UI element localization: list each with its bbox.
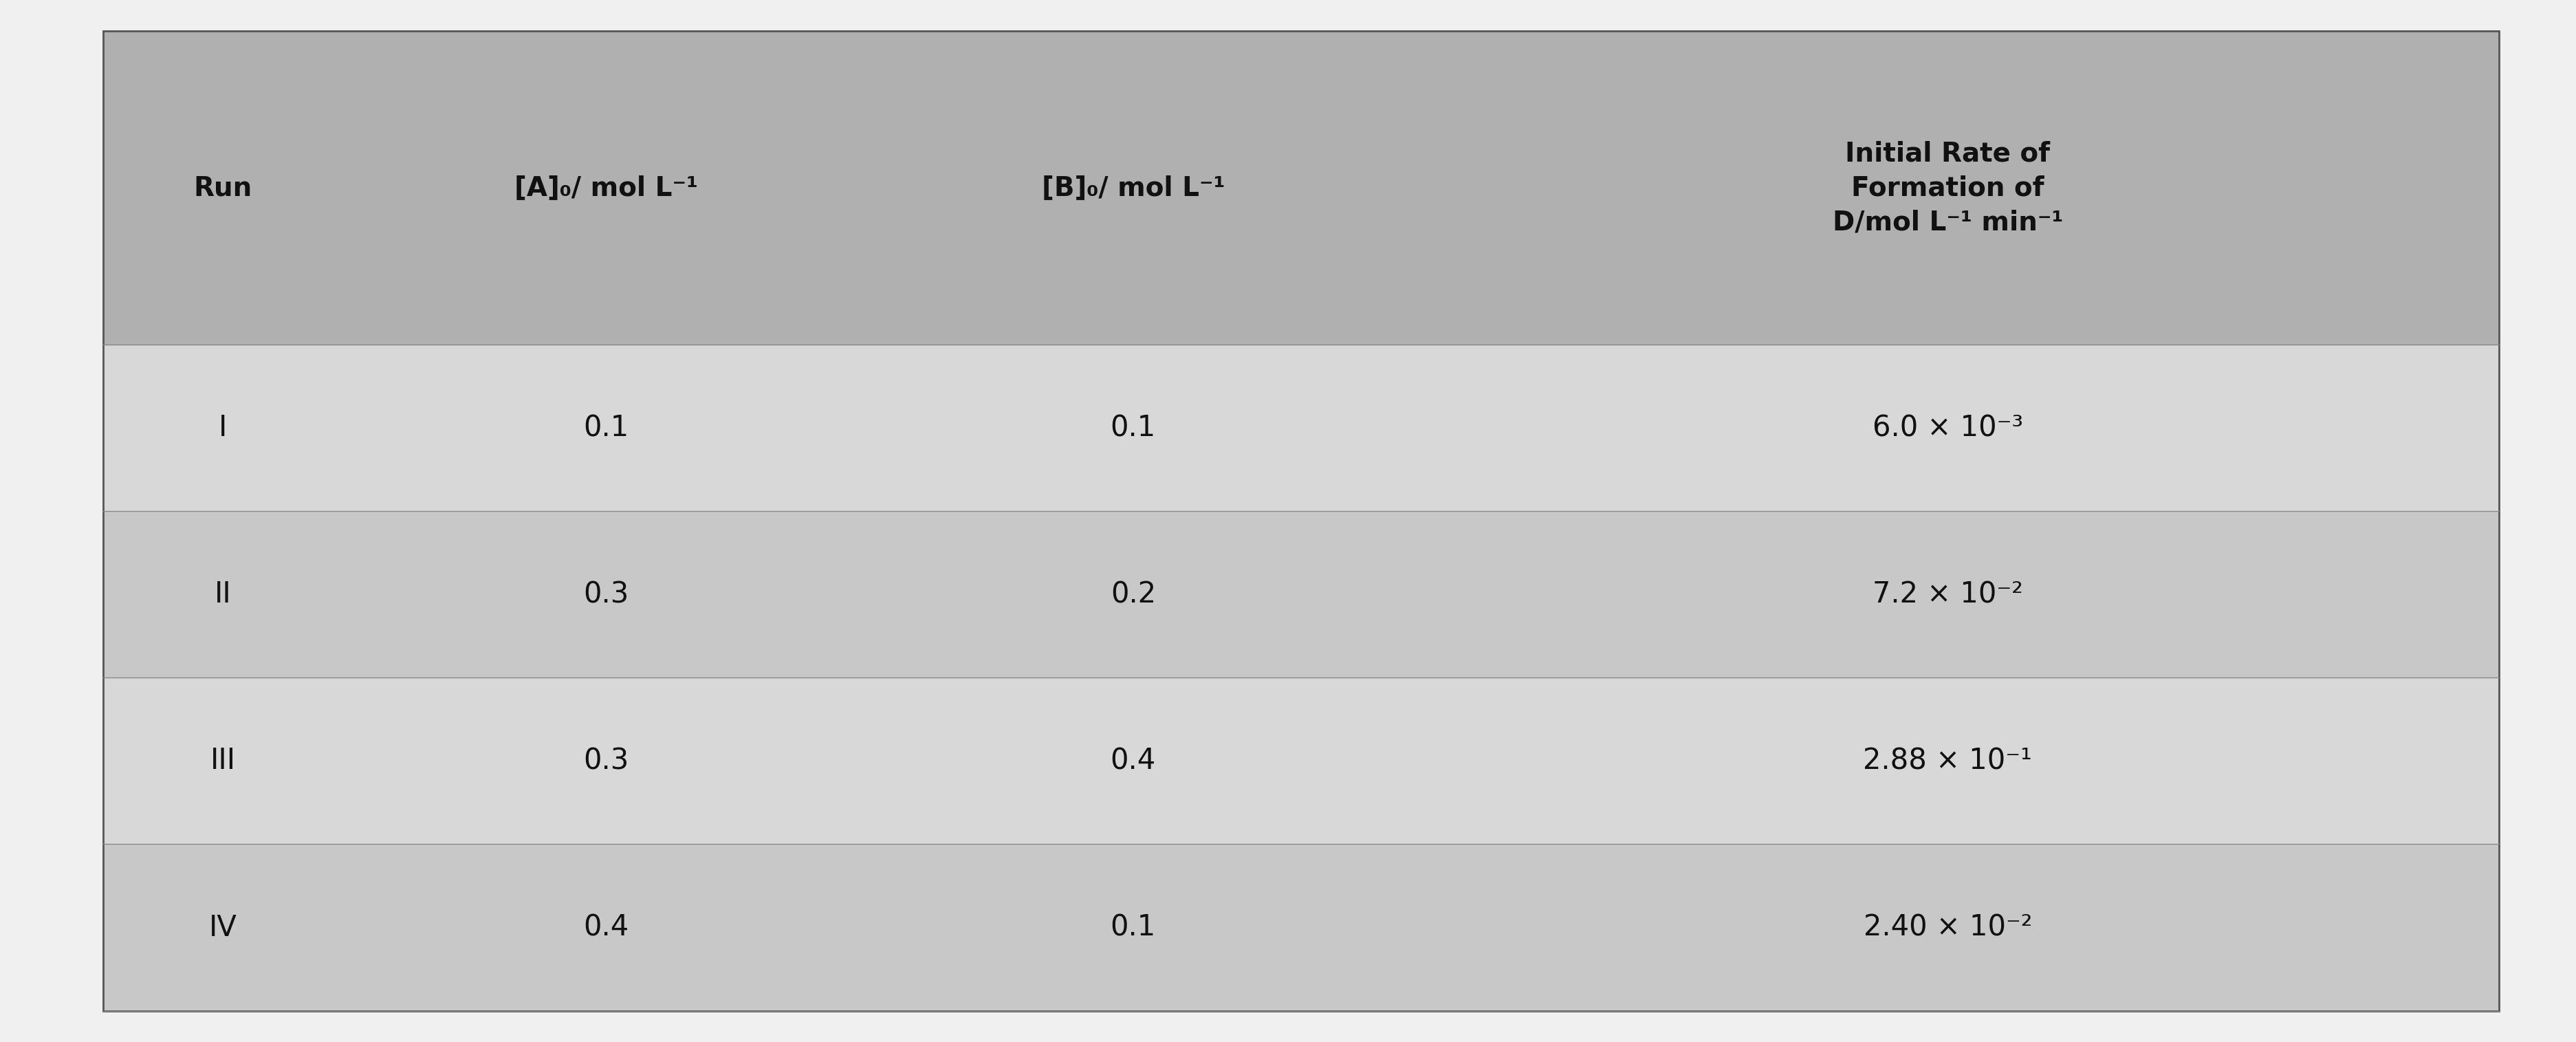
Text: 0.1: 0.1 (1110, 913, 1157, 942)
FancyBboxPatch shape (103, 677, 343, 844)
FancyBboxPatch shape (343, 512, 871, 677)
FancyBboxPatch shape (871, 512, 1396, 677)
FancyBboxPatch shape (103, 844, 343, 1011)
Text: 0.1: 0.1 (1110, 414, 1157, 443)
FancyBboxPatch shape (343, 345, 871, 512)
Text: 0.1: 0.1 (582, 414, 629, 443)
Text: 0.4: 0.4 (1110, 746, 1157, 775)
Text: 0.3: 0.3 (582, 746, 629, 775)
Text: Initial Rate of
Formation of
D/mol L⁻¹ min⁻¹: Initial Rate of Formation of D/mol L⁻¹ m… (1832, 141, 2063, 235)
FancyBboxPatch shape (871, 677, 1396, 844)
Text: 2.88 × 10⁻¹: 2.88 × 10⁻¹ (1862, 746, 2032, 775)
Text: 2.40 × 10⁻²: 2.40 × 10⁻² (1862, 913, 2032, 942)
FancyBboxPatch shape (103, 31, 343, 345)
Text: 0.4: 0.4 (582, 913, 629, 942)
FancyBboxPatch shape (103, 512, 343, 677)
Text: 7.2 × 10⁻²: 7.2 × 10⁻² (1873, 580, 2022, 609)
Text: IV: IV (209, 913, 237, 942)
FancyBboxPatch shape (343, 31, 871, 345)
FancyBboxPatch shape (871, 345, 1396, 512)
Text: 0.2: 0.2 (1110, 580, 1157, 609)
FancyBboxPatch shape (343, 677, 871, 844)
FancyBboxPatch shape (1396, 345, 2499, 512)
Text: [B]₀/ mol L⁻¹: [B]₀/ mol L⁻¹ (1041, 175, 1224, 201)
Text: 6.0 × 10⁻³: 6.0 × 10⁻³ (1873, 414, 2022, 443)
FancyBboxPatch shape (1396, 512, 2499, 677)
FancyBboxPatch shape (103, 345, 343, 512)
FancyBboxPatch shape (1396, 844, 2499, 1011)
FancyBboxPatch shape (343, 844, 871, 1011)
Text: [A]₀/ mol L⁻¹: [A]₀/ mol L⁻¹ (515, 175, 698, 201)
Text: 0.3: 0.3 (582, 580, 629, 609)
Text: Run: Run (193, 175, 252, 201)
Text: II: II (214, 580, 232, 609)
FancyBboxPatch shape (1396, 677, 2499, 844)
Text: I: I (219, 414, 227, 443)
Text: III: III (211, 746, 234, 775)
FancyBboxPatch shape (1396, 31, 2499, 345)
FancyBboxPatch shape (871, 844, 1396, 1011)
FancyBboxPatch shape (871, 31, 1396, 345)
